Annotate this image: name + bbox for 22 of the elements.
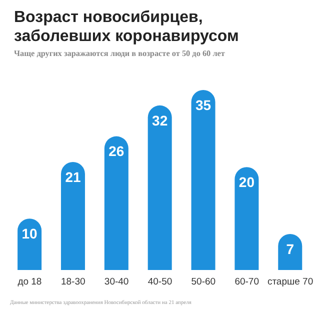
data-label: 21	[65, 168, 81, 185]
data-label: 7	[286, 240, 294, 257]
data-label: 20	[238, 174, 255, 190]
x-tick-label: 30-40	[104, 276, 129, 288]
bar	[18, 218, 42, 270]
x-tick-label: до 18	[18, 276, 42, 288]
chart-title: Возраст новосибирцев, заболевших коронавирусом	[14, 8, 240, 46]
data-label: 10	[22, 226, 38, 242]
data-label: 26	[108, 143, 124, 160]
bar	[148, 105, 172, 270]
chart-subtitle: Чаще других заражаются люди в возрасте от 50 до 60 лет	[14, 49, 225, 58]
x-tick-label: 60-70	[234, 276, 260, 288]
x-tick-label: 50-60	[191, 276, 216, 288]
data-label: 35	[195, 96, 212, 113]
data-label: 32	[152, 112, 168, 128]
x-tick-label: 18-30	[60, 276, 86, 288]
x-tick-label: 40-50	[148, 276, 172, 288]
bar	[104, 136, 128, 270]
x-tick-label: старше 70	[267, 276, 314, 288]
bar	[234, 167, 259, 270]
bar	[60, 162, 85, 270]
bar	[191, 90, 216, 270]
